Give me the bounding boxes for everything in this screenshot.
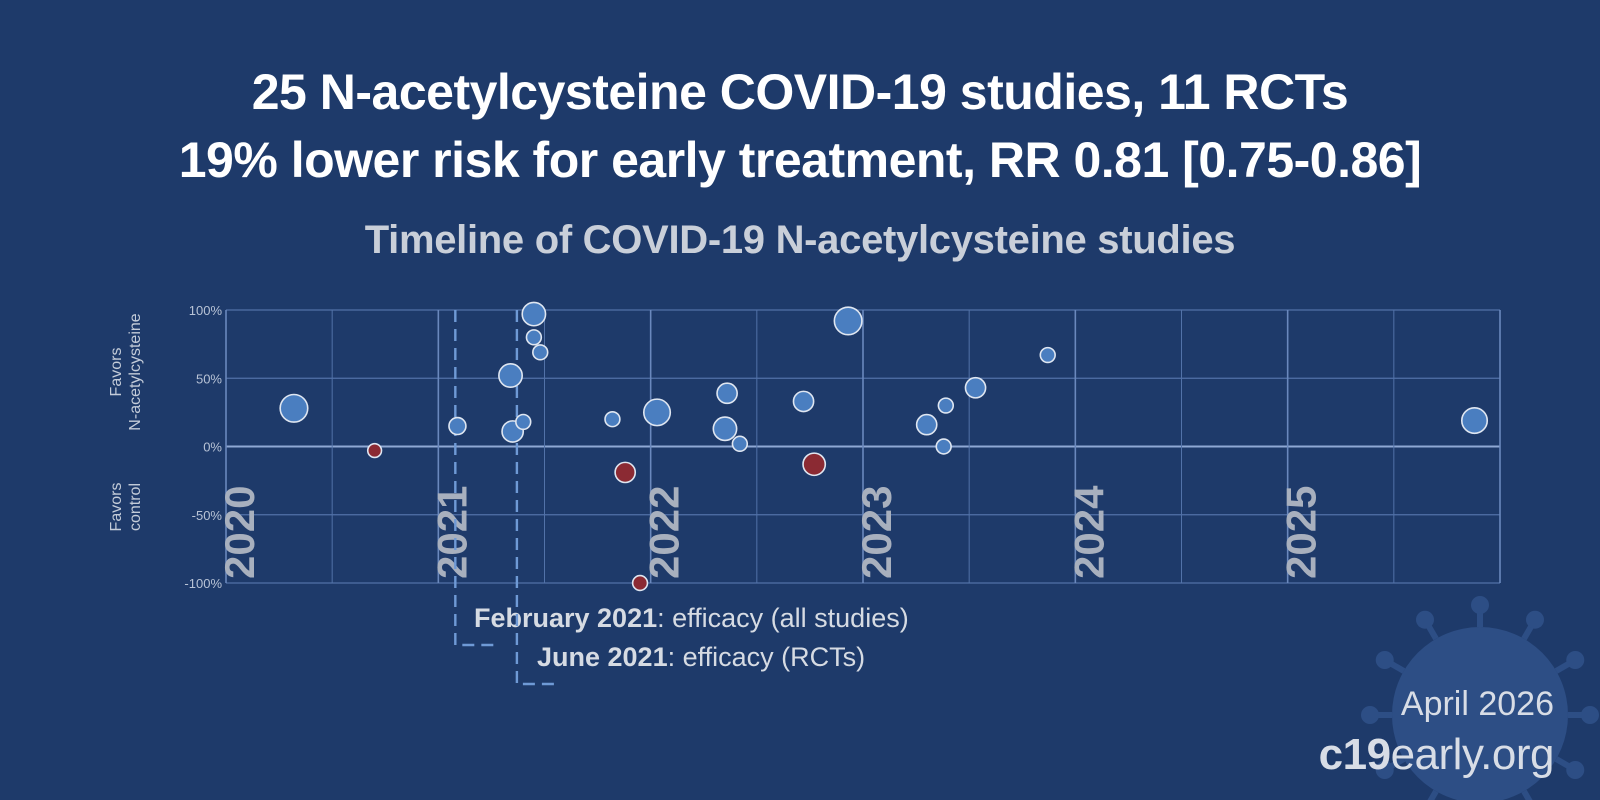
study-point [731, 435, 749, 452]
virus-spike-tip [1375, 761, 1394, 779]
study-point [448, 416, 467, 436]
chart-title: Timeline of COVID-19 N-acetylcysteine st… [364, 218, 1236, 262]
study-point [614, 461, 637, 484]
virus-spike [1521, 789, 1533, 800]
year-label: 2020 [216, 486, 263, 579]
efficacy-marker-label: February 2021: efficacy (all studies) [474, 603, 909, 633]
study-point [792, 390, 815, 413]
virus-body [1392, 627, 1568, 800]
y-tick-label: -100% [184, 576, 222, 591]
y-tick-label: 100% [189, 303, 223, 318]
study-point [1461, 407, 1489, 435]
study-point [1039, 346, 1056, 364]
virus-spike [1427, 789, 1439, 800]
main-title-line1: 25 N-acetylcysteine COVID-19 studies, 11… [251, 64, 1349, 120]
y-tick-label: -50% [192, 508, 223, 523]
y-tick-label: 0% [203, 440, 222, 455]
year-label: 2024 [1065, 485, 1112, 579]
year-label: 2025 [1278, 486, 1325, 579]
study-point [642, 398, 672, 427]
study-point [279, 393, 309, 423]
study-point [937, 397, 955, 414]
virus-spike-tip [1416, 610, 1434, 629]
virus-icon [1361, 596, 1599, 800]
main-title-line2: 19% lower risk for early treatment, RR 0… [178, 132, 1422, 188]
virus-spike-tip [1361, 706, 1379, 724]
study-point [833, 306, 863, 336]
y-tick-label: 50% [196, 371, 222, 386]
virus-spike-tip [1581, 706, 1599, 724]
year-label: 2021 [428, 486, 475, 579]
study-point [366, 442, 383, 459]
efficacy-marker-label: June 2021: efficacy (RCTs) [537, 642, 865, 672]
study-point [525, 329, 543, 346]
study-point [515, 413, 532, 431]
study-point [521, 301, 547, 327]
virus-spike-tip [1471, 596, 1489, 614]
date-stamp: April 2026 [1400, 685, 1554, 723]
brand-logo: c19early.org [1318, 730, 1555, 780]
brand-rest: early.org [1390, 730, 1555, 779]
study-point [604, 410, 621, 428]
study-point [631, 574, 649, 592]
y-label-favors-control: Favors control [108, 483, 144, 532]
virus-spike-tip [1566, 761, 1585, 779]
study-point [915, 413, 938, 436]
study-point [964, 376, 987, 399]
study-point [935, 438, 952, 455]
year-label: 2022 [641, 486, 688, 579]
efficacy-marker-line [454, 310, 498, 647]
virus-spike-tip [1566, 651, 1585, 669]
brand-bold: c19 [1318, 730, 1391, 779]
year-label: 2023 [853, 486, 900, 579]
virus-spike-tip [1526, 610, 1544, 629]
study-point [532, 344, 549, 361]
study-point [716, 382, 738, 405]
study-point [802, 452, 827, 477]
y-label-favors-treatment: Favors N-acetylcysteine [108, 313, 144, 430]
study-point [712, 416, 738, 442]
study-point [498, 363, 523, 388]
virus-spike-tip [1375, 651, 1394, 669]
